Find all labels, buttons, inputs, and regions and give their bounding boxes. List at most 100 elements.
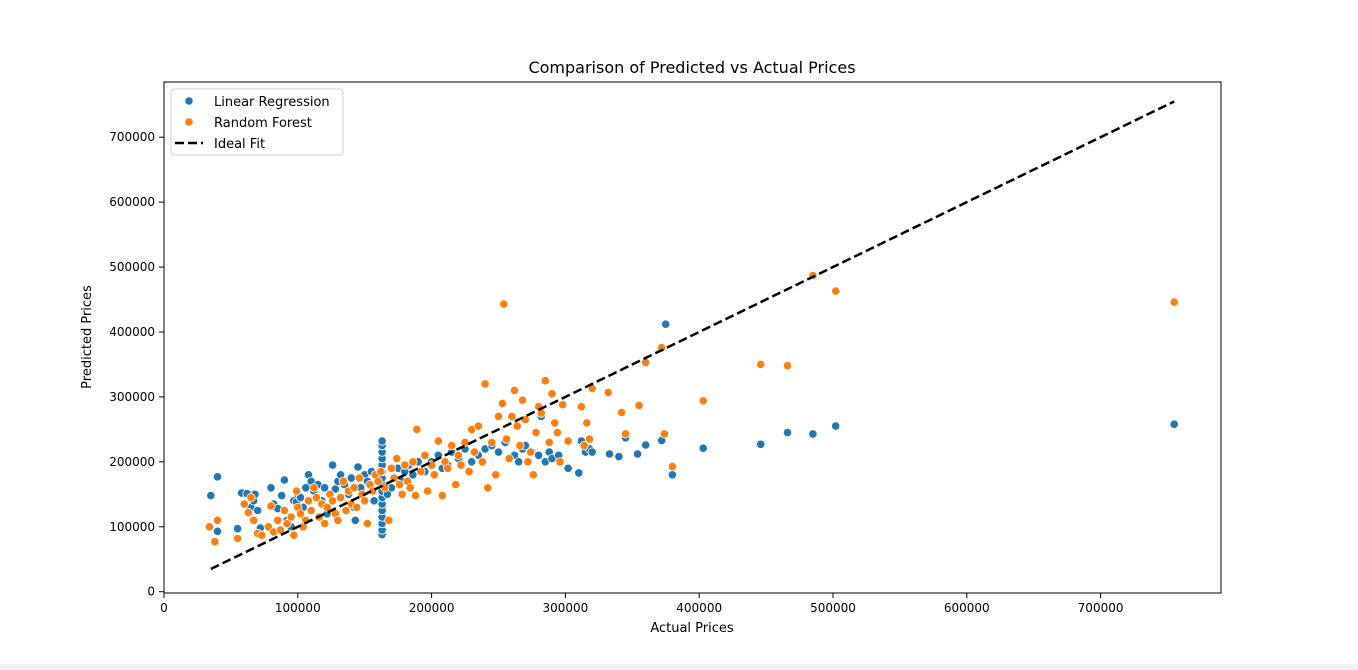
linear-regression-point-0 [206,490,216,501]
random-forest-point-5 [243,507,253,518]
random-forest-point-105 [540,376,550,386]
random-forest-point-18 [289,530,299,540]
random-forest-point-95 [512,421,522,431]
random-forest-point-112 [563,436,573,446]
random-forest-point-41 [349,483,359,493]
x-tick-label: 200000 [409,601,455,615]
linear-regression-point-40 [350,515,360,525]
random-forest-point-77 [456,460,466,470]
random-forest-point-88 [493,411,504,421]
random-forest-point-76 [453,450,463,460]
plot-area-frame [163,81,1222,594]
random-forest-point-109 [552,427,563,438]
random-forest-point-56 [392,453,402,464]
random-forest-point-53 [384,515,394,525]
random-forest-point-89 [497,398,508,408]
linear-regression-point-106 [614,451,624,462]
random-forest-point-1 [210,537,220,547]
random-forest-point-17 [286,512,296,522]
random-forest-point-45 [360,496,370,506]
linear-regression-point-32 [327,460,338,470]
random-forest-point-7 [249,515,259,525]
legend-marker-linear-regression [184,96,194,106]
linear-regression-point-63 [377,436,387,446]
x-tick-label: 100000 [275,601,321,615]
random-forest-point-51 [376,466,386,477]
random-forest-point-82 [473,421,483,431]
linear-regression-point-11 [266,483,276,493]
random-forest-point-94 [509,385,520,395]
y-tick-label: 100000 [109,520,155,534]
random-forest-point-75 [451,479,461,490]
marks-layer [204,100,1179,571]
random-forest-point-119 [616,407,627,418]
linear-regression-point-85 [493,447,504,457]
linear-regression-point-104 [587,447,597,457]
random-forest-point-33 [327,496,338,506]
linear-regression-point-93 [533,450,544,460]
x-tick-label: 600000 [944,601,990,615]
random-forest-point-0 [204,522,215,532]
random-forest-point-99 [523,457,533,467]
linear-regression-point-111 [661,319,671,329]
random-forest-point-2 [212,515,223,525]
chart-title: Comparison of Predicted vs Actual Prices [528,58,855,77]
random-forest-point-35 [333,515,343,525]
random-forest-point-4 [239,499,249,509]
random-forest-point-69 [429,470,439,480]
random-forest-point-111 [558,400,568,410]
x-tick-label: 700000 [1078,601,1124,615]
legend-label-random-forest: Random Forest [214,116,312,131]
random-forest-point-63 [410,490,421,501]
linear-regression-point-46 [369,496,379,506]
random-forest-point-91 [501,434,512,444]
random-forest-point-16 [282,518,292,529]
series-random-forest [204,270,1179,547]
random-forest-point-93 [507,411,517,421]
linear-regression-point-81 [467,457,477,467]
y-tick-label: 300000 [109,390,155,404]
random-forest-point-59 [400,460,410,470]
y-axis-label: Predicted Prices [80,285,95,389]
legend-box [170,88,344,156]
y-tick-label: 400000 [109,325,155,339]
random-forest-point-128 [782,361,793,371]
linear-regression-point-89 [513,457,524,467]
y-tick-label: 500000 [109,260,155,274]
linear-regression-point-41 [353,462,363,472]
random-forest-point-27 [311,492,322,503]
random-forest-point-106 [544,437,554,447]
axes-layer: 0 100000 200000 300000 400000 500000 600000 700… [109,130,1123,615]
linear-regression-point-38 [346,473,356,483]
random-forest-point-67 [422,486,433,496]
random-forest-point-50 [373,476,383,486]
y-tick-label: 600000 [109,195,155,209]
random-forest-point-114 [579,440,589,451]
random-forest-point-121 [634,400,644,410]
ideal-fit-line [210,100,1175,571]
random-forest-point-3 [233,533,243,544]
linear-regression-point-113 [698,443,708,453]
y-tick-label: 0 [147,585,155,599]
random-forest-point-74 [447,440,457,451]
random-forest-point-24 [303,496,314,506]
legend: Linear Regression Random Forest Ideal Fit [170,88,344,156]
random-forest-point-58 [397,489,407,499]
random-forest-point-11 [266,501,276,511]
linear-regression-point-116 [808,429,818,439]
random-forest-point-6 [246,492,256,503]
random-forest-point-118 [603,387,613,397]
random-forest-point-92 [504,453,514,464]
random-forest-point-54 [386,463,397,473]
random-forest-point-71 [437,490,447,501]
linear-regression-point-117 [831,421,841,431]
bottom-bar [0,664,1358,670]
linear-regression-point-115 [782,427,793,438]
random-forest-point-65 [416,466,426,477]
random-forest-point-126 [698,396,708,406]
x-tick-label: 300000 [542,601,588,615]
random-forest-point-37 [338,476,348,486]
random-forest-point-120 [620,429,631,439]
random-forest-point-14 [275,525,285,535]
